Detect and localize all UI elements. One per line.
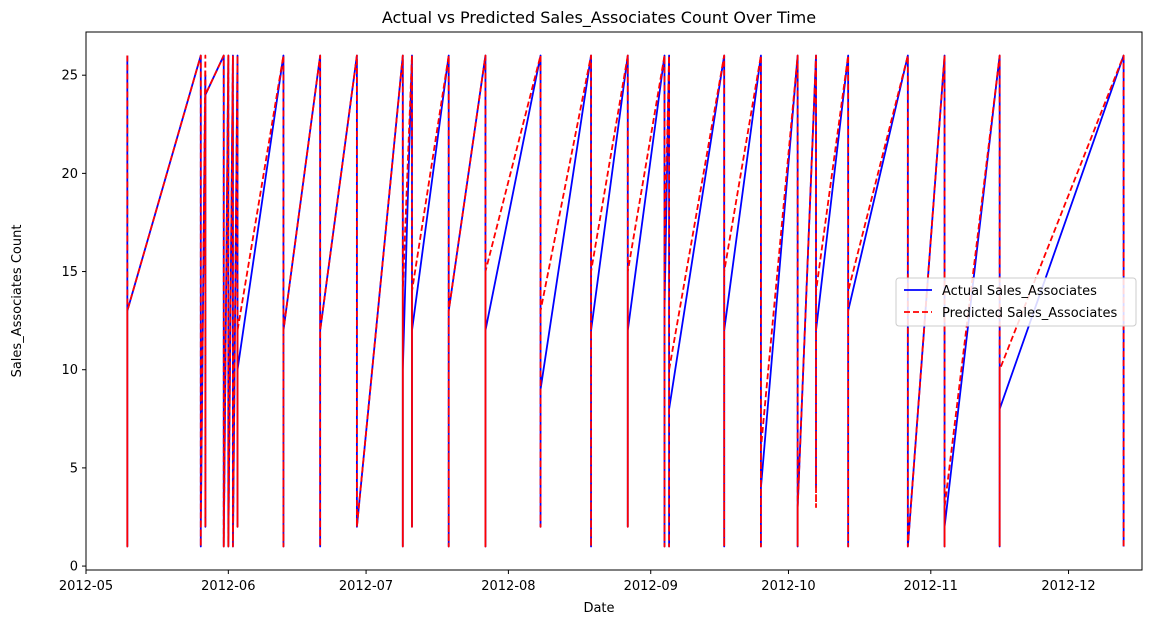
y-axis-title: Sales_Associates Count — [10, 225, 25, 378]
legend-box — [895, 277, 1137, 327]
x-tick-label: 2012-07 — [339, 579, 393, 594]
y-tick-label: 0 — [70, 560, 78, 575]
y-tick-label: 15 — [61, 265, 78, 280]
x-tick-label: 2012-06 — [201, 579, 255, 594]
x-tick-label: 2012-05 — [59, 579, 113, 594]
chart-title: Actual vs Predicted Sales_Associates Cou… — [382, 8, 816, 28]
x-tick-label: 2012-10 — [761, 579, 815, 594]
series-line-predicted — [126, 54, 1125, 548]
x-tick-label: 2012-11 — [904, 579, 958, 594]
plot-frame — [85, 31, 1143, 571]
y-tick-label: 25 — [61, 69, 78, 84]
legend-actual-label: Actual Sales_Associates — [942, 284, 1097, 299]
y-tick-label: 5 — [70, 461, 78, 476]
x-axis-title: Date — [583, 601, 614, 616]
x-tick-label: 2012-12 — [1041, 579, 1095, 594]
x-tick-label: 2012-09 — [624, 579, 678, 594]
legend: Actual Sales_Associates Predicted Sales_… — [895, 277, 1137, 327]
legend-predicted-label: Predicted Sales_Associates — [942, 306, 1117, 321]
plot-area: 2012-05 2012-06 2012-07 2012-08 2012-09 2012-… — [59, 31, 1143, 594]
y-tick-label: 10 — [61, 363, 78, 378]
y-tick-label: 20 — [61, 167, 78, 182]
x-tick-label: 2012-08 — [481, 579, 535, 594]
